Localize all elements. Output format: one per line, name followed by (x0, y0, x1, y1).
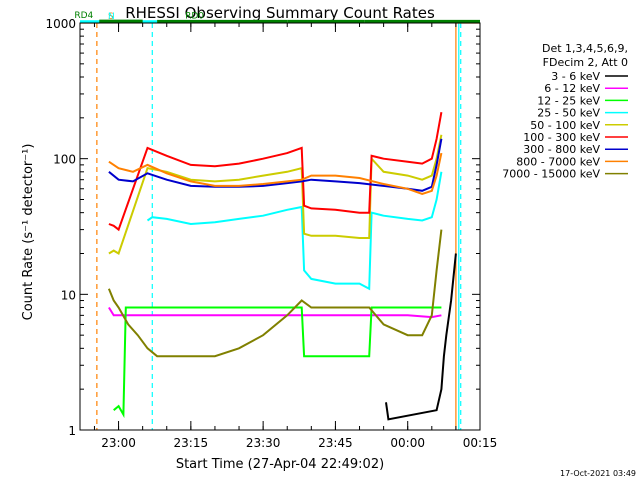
legend-label-1: 6 - 12 keV (544, 82, 600, 95)
series-line-1 (108, 306, 442, 319)
series-line-0 (385, 253, 457, 421)
flag-bars-layer: SN RD0 RD4 (74, 11, 480, 24)
y-axis-label: Count Rate (s⁻¹ detector⁻¹) (21, 144, 36, 321)
y-tick-label-1: 10 (61, 288, 76, 302)
x-tick-label-0: 23:00 (101, 436, 136, 450)
series-line-5 (108, 112, 443, 232)
legend-label-8: 7000 - 15000 keV (502, 168, 600, 181)
y-tick-label-2: 100 (53, 153, 76, 167)
legend-label-5: 100 - 300 keV (523, 131, 600, 144)
legend-label-0: 3 - 6 keV (551, 70, 600, 83)
flag-label-0: S (108, 12, 114, 22)
y-tick-label-0: 1 (68, 424, 76, 438)
flag-label-1: N (108, 12, 115, 22)
x-tick-label-4: 00:00 (390, 436, 425, 450)
series-line-8 (107, 229, 443, 358)
legend-label-6: 300 - 800 keV (523, 143, 600, 156)
marker-lines-layer (96, 23, 462, 430)
legend-header-line-0: Det 1,3,4,5,6,9, (542, 42, 628, 55)
flag-label-3: RD4 (74, 11, 93, 21)
timestamp-footer: 17-Oct-2021 03:49 (560, 469, 636, 478)
chart-title: RHESSI Observing Summary Count Rates (125, 4, 435, 22)
x-tick-label-1: 23:15 (174, 436, 209, 450)
plot-frame (79, 22, 481, 431)
legend-label-3: 25 - 50 keV (537, 107, 600, 120)
flag-label-2: RD0 (185, 11, 204, 21)
x-tick-label-3: 23:45 (318, 436, 353, 450)
x-tick-label-2: 23:30 (246, 436, 281, 450)
series-lines-layer (107, 112, 457, 421)
y-tick-label-3: 1000 (45, 17, 76, 31)
x-tick-label-5: 00:15 (463, 436, 498, 450)
legend-header-line-1: FDecim 2, Att 0 (543, 56, 628, 69)
legend-label-4: 50 - 100 keV (530, 119, 600, 132)
legend: Det 1,3,4,5,6,9,FDecim 2, Att 03 - 6 keV… (502, 42, 628, 181)
series-line-6 (108, 138, 443, 192)
series-line-3 (146, 171, 443, 291)
series-line-7 (108, 152, 443, 195)
axes-layer: 1 10 100 1000 23:00 23:15 23:30 23:45 00:00 00:15 (45, 17, 497, 450)
legend-label-7: 800 - 7000 keV (516, 155, 600, 168)
series-line-2 (113, 306, 442, 419)
x-axis-label: Start Time (27-Apr-04 22:49:02) (176, 457, 384, 472)
legend-label-2: 12 - 25 keV (537, 94, 600, 107)
